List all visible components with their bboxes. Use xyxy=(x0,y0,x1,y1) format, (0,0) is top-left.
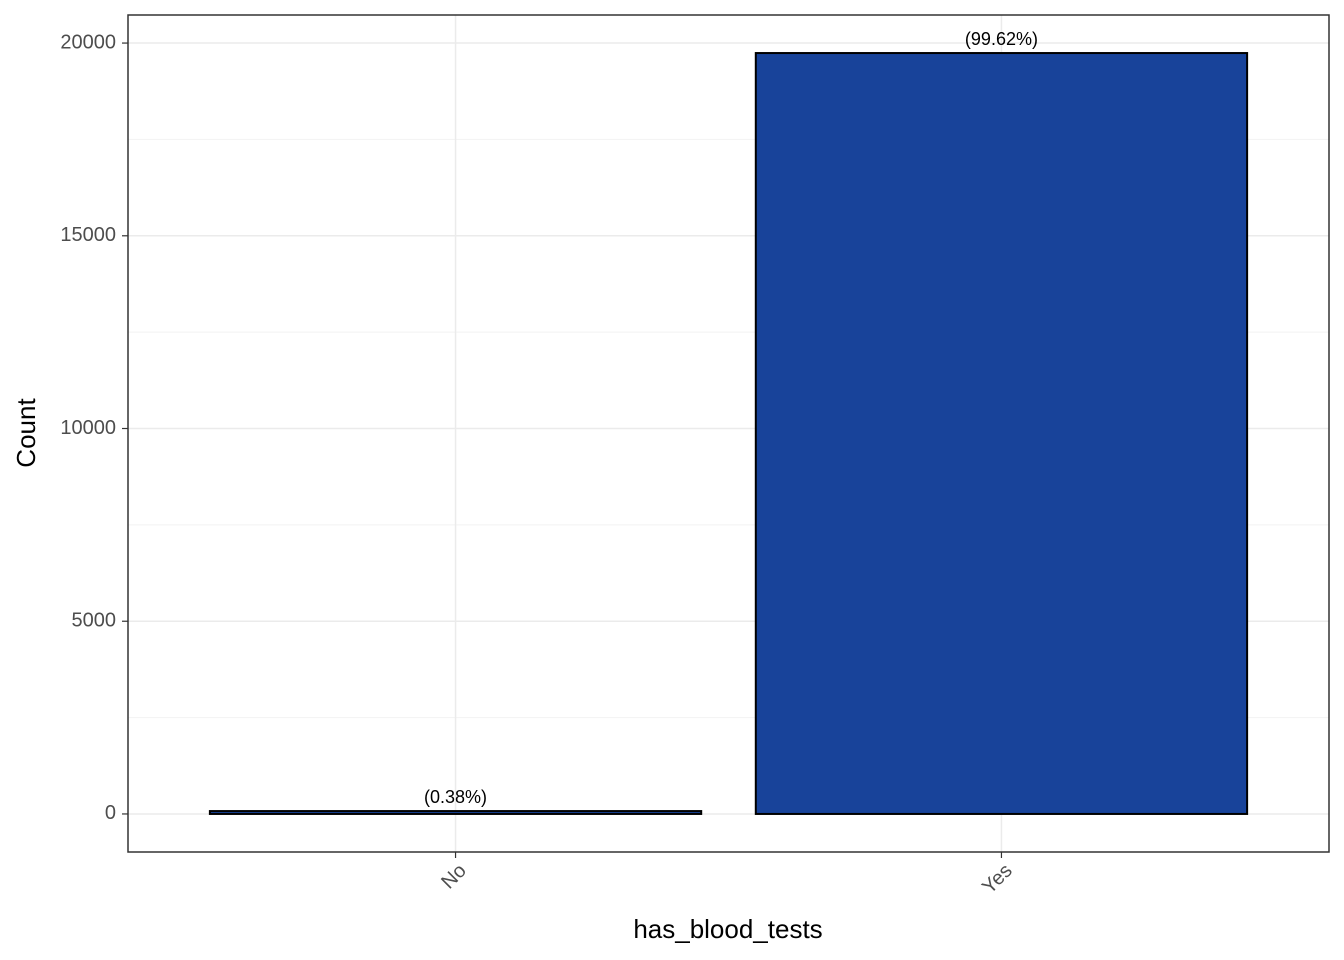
y-tick-label: 20000 xyxy=(60,31,116,53)
y-axis-title: Count xyxy=(11,398,41,468)
x-tick-label: No xyxy=(437,860,471,894)
y-tick-label: 5000 xyxy=(72,610,117,632)
y-tick-label: 15000 xyxy=(60,224,116,246)
data-label: (0.38%) xyxy=(424,787,487,807)
panel-border xyxy=(127,14,1330,853)
x-axis-title: has_blood_tests xyxy=(633,914,822,944)
y-tick-label: 0 xyxy=(105,802,116,824)
x-tick-label: Yes xyxy=(978,860,1017,899)
data-label: (99.62%) xyxy=(965,29,1038,49)
y-tick-label: 10000 xyxy=(60,417,116,439)
bar xyxy=(754,52,1249,815)
bar xyxy=(208,810,703,815)
